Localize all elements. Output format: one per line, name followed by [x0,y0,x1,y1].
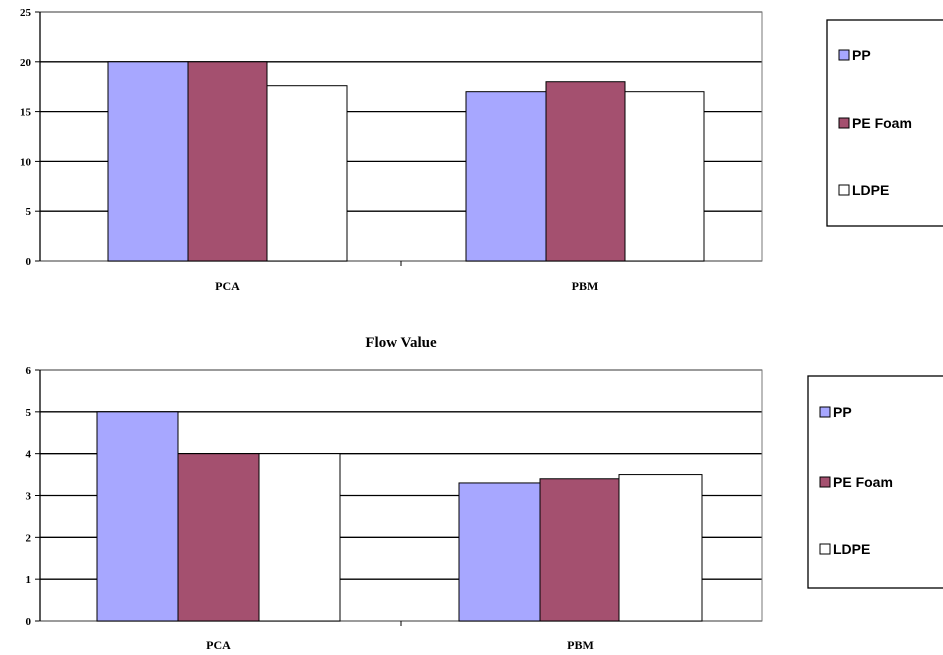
y-tick-label: 4 [26,449,32,461]
bar-pe-foam-pca [187,61,268,262]
y-tick-label: 0 [26,616,32,628]
legend-label: PE Foam [852,115,912,131]
bar-pp-pbm [458,482,541,622]
chart-1: 0 5 10 15 20 25 PCA PBM PP PE Foam LDPE [20,7,943,293]
chart-2: Flow Value 0 1 2 3 4 5 6 PCA PBM PP PE Foam LDPE [26,335,943,652]
y-tick-label: 15 [20,107,32,119]
legend-swatch [819,543,831,555]
legend-swatch [838,184,850,196]
legend: PP PE Foam LDPE [807,375,943,589]
legend-swatch [819,406,831,418]
bar-ldpe-pca [266,85,348,262]
x-category-label: PBM [567,638,594,652]
bar-ldpe-pca [258,453,341,622]
y-tick-label: 25 [20,7,32,19]
legend-swatch [838,117,850,129]
y-tick-label: 3 [26,491,32,503]
legend-label: PE Foam [833,474,893,490]
y-tick-label: 5 [26,206,32,218]
legend-label: PP [833,404,852,420]
bar-pp-pca [107,61,189,262]
y-tick-label: 6 [26,365,32,377]
bar-pe-foam-pbm [545,81,626,262]
y-tick-label: 5 [26,407,32,419]
bar-ldpe-pbm [624,91,705,262]
bar-ldpe-pbm [618,474,703,622]
bar-pp-pca [96,411,179,622]
legend-label: LDPE [833,541,870,557]
legend: PP PE Foam LDPE [826,19,943,227]
y-tick-label: 20 [20,57,32,69]
bar-pe-foam-pca [177,453,260,622]
legend-label: LDPE [852,182,889,198]
legend-swatch [819,476,831,488]
x-category-label: PCA [215,279,240,293]
y-tick-label: 0 [26,256,32,268]
legend-swatch [838,49,850,61]
x-category-label: PCA [206,638,231,652]
bar-pp-pbm [465,91,547,262]
y-tick-label: 1 [26,574,32,586]
y-tick-label: 2 [26,532,32,544]
y-tick-label: 10 [20,156,32,168]
bar-pe-foam-pbm [539,478,620,622]
x-category-label: PBM [572,279,599,293]
chart-title: Flow Value [365,335,437,351]
legend-label: PP [852,47,871,63]
